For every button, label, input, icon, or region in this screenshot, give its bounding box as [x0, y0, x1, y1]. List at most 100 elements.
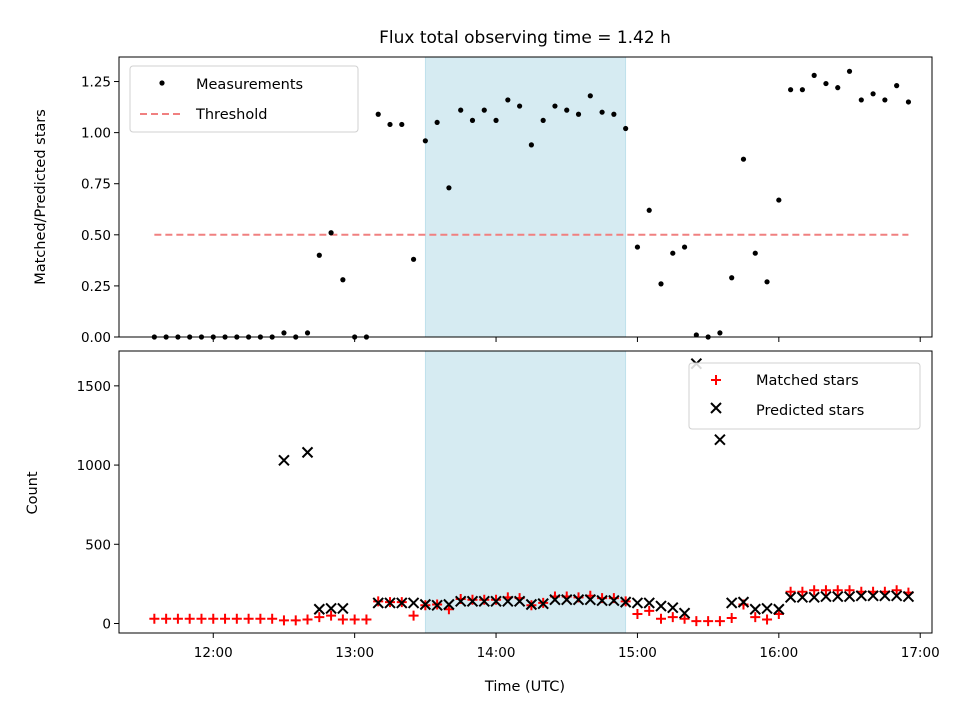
matched-stars-point	[844, 585, 855, 596]
predicted-stars-point	[749, 603, 761, 615]
predicted-stars-point	[879, 590, 891, 602]
matched-stars-point	[278, 615, 289, 626]
top-plot-frame	[118, 56, 933, 338]
predicted-stars-point	[867, 590, 879, 602]
matched-stars-point	[443, 604, 454, 615]
measurement-point	[658, 281, 664, 287]
legend-measurements-label: Measurements	[196, 77, 303, 93]
measurement-point	[575, 111, 582, 117]
measurement-point	[823, 80, 829, 87]
measurement-point	[304, 330, 311, 336]
measurement-point	[670, 250, 676, 256]
predicted-stars-point	[608, 594, 620, 607]
predicted-stars-point	[678, 607, 691, 619]
top-y-tick-label: 0.25	[81, 279, 111, 295]
legend-predicted-marker	[710, 402, 722, 414]
measurement-point	[835, 85, 841, 91]
top-shaded-region	[424, 56, 627, 338]
matched-stars-point	[231, 613, 242, 624]
matched-stars-point	[149, 613, 160, 624]
matched-stars-point	[361, 614, 372, 625]
measurement-point	[776, 197, 782, 203]
predicted-stars-point	[502, 595, 514, 608]
predicted-stars-point	[619, 596, 632, 608]
top-panel: 0.00 0.25 0.50 0.75 1.00 1.25 Matched/Predict…	[33, 56, 933, 346]
predicted-stars-point	[832, 590, 844, 603]
measurement-point	[375, 111, 381, 117]
top-y-tick-label: 1.00	[81, 126, 111, 142]
measurement-point	[611, 111, 617, 117]
predicted-stars-point	[596, 594, 608, 607]
matched-stars-point	[644, 605, 655, 616]
matched-stars-point	[243, 613, 254, 624]
x-tick-label: 12:00	[194, 645, 233, 661]
predicted-stars-point	[796, 591, 809, 604]
predicted-stars-point	[572, 594, 585, 606]
measurement-point	[905, 99, 912, 105]
predicted-stars-point	[667, 601, 679, 614]
predicted-stars-point	[725, 597, 738, 609]
matched-stars-point	[820, 585, 831, 596]
measurement-point	[399, 121, 405, 128]
legend-measurements-marker	[159, 80, 165, 86]
measurement-point	[316, 252, 322, 258]
matched-stars-point	[714, 616, 725, 627]
bottom-legend: Matched stars Predicted stars	[688, 362, 921, 430]
matched-stars-point	[785, 586, 796, 597]
predicted-stars-point	[525, 598, 538, 611]
bottom-y-tick-label: 500	[85, 537, 111, 553]
bottom-y-tick-label: 1500	[77, 379, 111, 395]
measurement-point	[328, 230, 334, 236]
measurement-point	[752, 250, 758, 256]
measurement-point	[493, 117, 499, 123]
predicted-stars-point	[431, 599, 443, 611]
bottom-panel: 0 500 1000 1500 12:00 13:00 14:00 15:00 16:00 17…	[25, 350, 940, 695]
matched-stars-point	[314, 612, 325, 623]
matched-stars-point	[891, 585, 902, 596]
predicted-stars-point	[714, 434, 726, 446]
predicted-stars-point	[325, 602, 337, 615]
x-tick-label: 14:00	[477, 645, 516, 661]
predicted-stars-point	[773, 603, 785, 615]
predicted-stars-point	[855, 590, 868, 602]
chart-title: Flux total observing time = 1.42 h	[379, 28, 671, 48]
measurement-point	[717, 330, 723, 336]
top-y-tick-label: 1.25	[81, 75, 111, 91]
predicted-stars-point	[313, 603, 326, 615]
measurement-point	[410, 256, 417, 262]
x-axis-label: Time (UTC)	[484, 679, 565, 695]
measurement-point	[729, 275, 735, 281]
top-y-tick-label: 0.00	[81, 330, 111, 346]
measurement-point	[882, 97, 888, 103]
predicted-stars-point	[843, 590, 856, 603]
matched-stars-point	[797, 586, 808, 597]
matched-stars-point	[656, 613, 666, 624]
legend-matched-marker	[711, 375, 721, 385]
matched-stars-point	[255, 613, 266, 624]
matched-stars-point	[467, 594, 478, 605]
predicted-stars-point	[490, 595, 502, 608]
matched-stars-point	[326, 610, 337, 621]
bottom-shaded-region	[424, 350, 627, 634]
measurement-point	[646, 207, 652, 213]
predicted-stars-point	[443, 598, 455, 611]
matched-stars-point	[773, 608, 784, 619]
matched-stars-point	[161, 613, 172, 624]
measurement-point	[693, 332, 699, 338]
legend-threshold-label: Threshold	[195, 107, 267, 123]
measurement-point	[623, 125, 629, 132]
measurement-point	[788, 87, 794, 93]
measurement-point	[870, 91, 876, 97]
predicted-stars-point	[278, 454, 290, 467]
measurement-point	[387, 121, 393, 128]
bottom-plot-frame	[118, 350, 933, 634]
matched-stars-point	[373, 596, 384, 607]
matched-stars-point	[632, 608, 643, 619]
predicted-stars-point	[761, 602, 773, 615]
matched-stars-point	[408, 610, 419, 621]
x-tick-label: 13:00	[335, 645, 374, 661]
measurement-point	[634, 244, 641, 250]
measurement-point	[469, 117, 476, 123]
measurement-point	[894, 83, 900, 89]
matched-stars-point	[832, 585, 843, 596]
